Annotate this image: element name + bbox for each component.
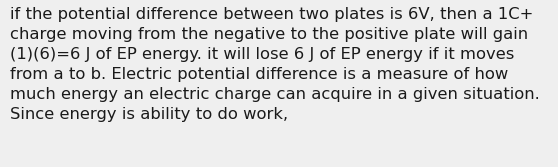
Text: if the potential difference between two plates is 6V, then a 1C+
charge moving f: if the potential difference between two … <box>10 7 540 122</box>
